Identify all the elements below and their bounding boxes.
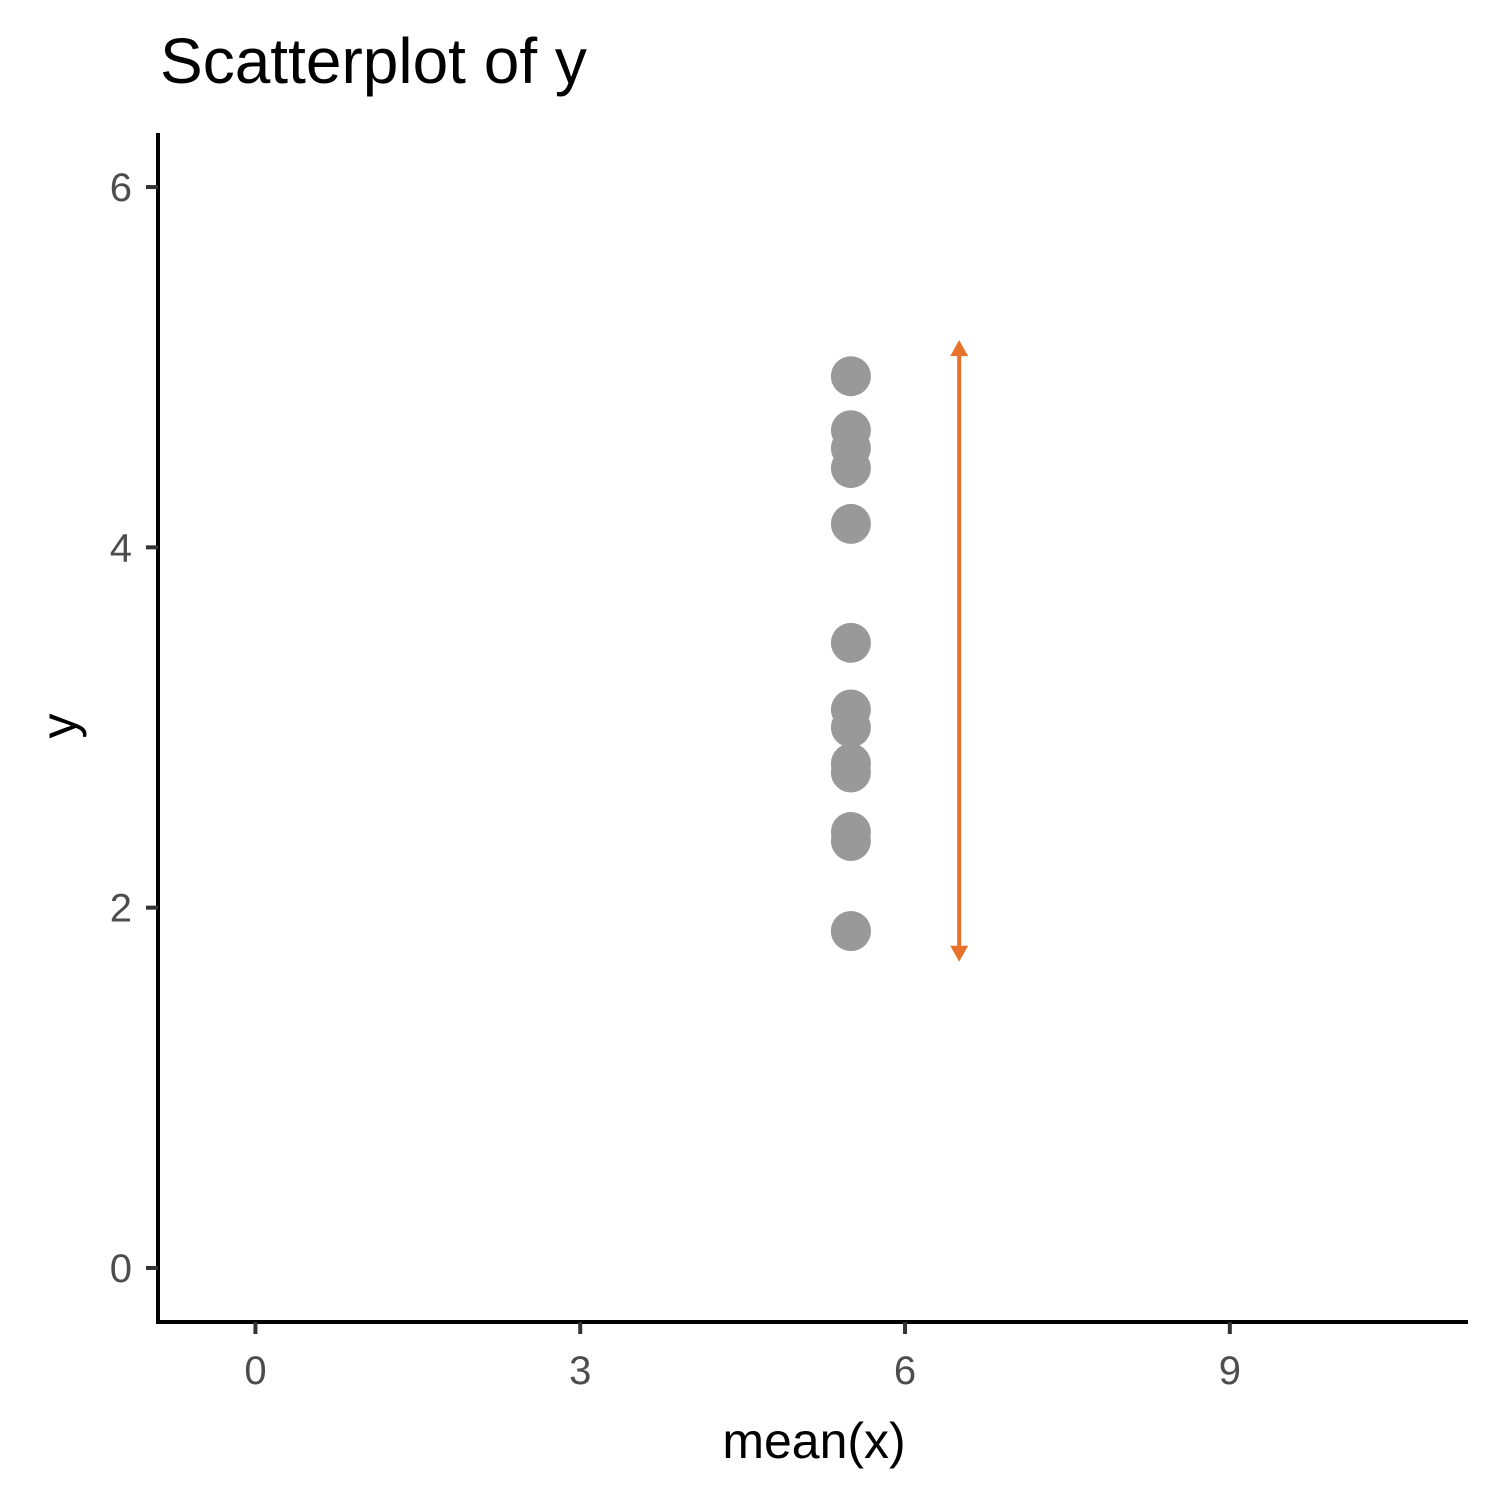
x-tick-label: 6 xyxy=(894,1349,916,1393)
data-point xyxy=(830,448,871,489)
data-point xyxy=(830,622,871,663)
ticks-layer: 0 3 6 9 0 2 4 6 xyxy=(110,166,1241,1393)
chart-title: Scatterplot of y xyxy=(160,25,587,97)
data-point xyxy=(830,911,871,952)
data-point xyxy=(830,752,871,793)
data-point xyxy=(830,356,871,397)
range-arrow-head-top xyxy=(950,340,969,357)
range-arrow-head-bottom xyxy=(950,945,969,962)
data-point xyxy=(830,820,871,861)
y-axis-label: y xyxy=(31,714,87,739)
data-point xyxy=(830,503,871,544)
range-arrow xyxy=(950,340,969,962)
y-tick-label: 4 xyxy=(110,526,132,570)
x-tick-label: 0 xyxy=(244,1349,266,1393)
points-layer xyxy=(830,356,871,952)
y-tick-label: 2 xyxy=(110,887,132,931)
x-axis-label: mean(x) xyxy=(722,1413,905,1469)
y-tick-label: 6 xyxy=(110,166,132,210)
y-tick-label: 0 xyxy=(110,1247,132,1291)
x-tick-label: 9 xyxy=(1219,1349,1241,1393)
data-point xyxy=(830,707,871,748)
x-tick-label: 3 xyxy=(569,1349,591,1393)
axes-layer xyxy=(156,133,1468,1324)
